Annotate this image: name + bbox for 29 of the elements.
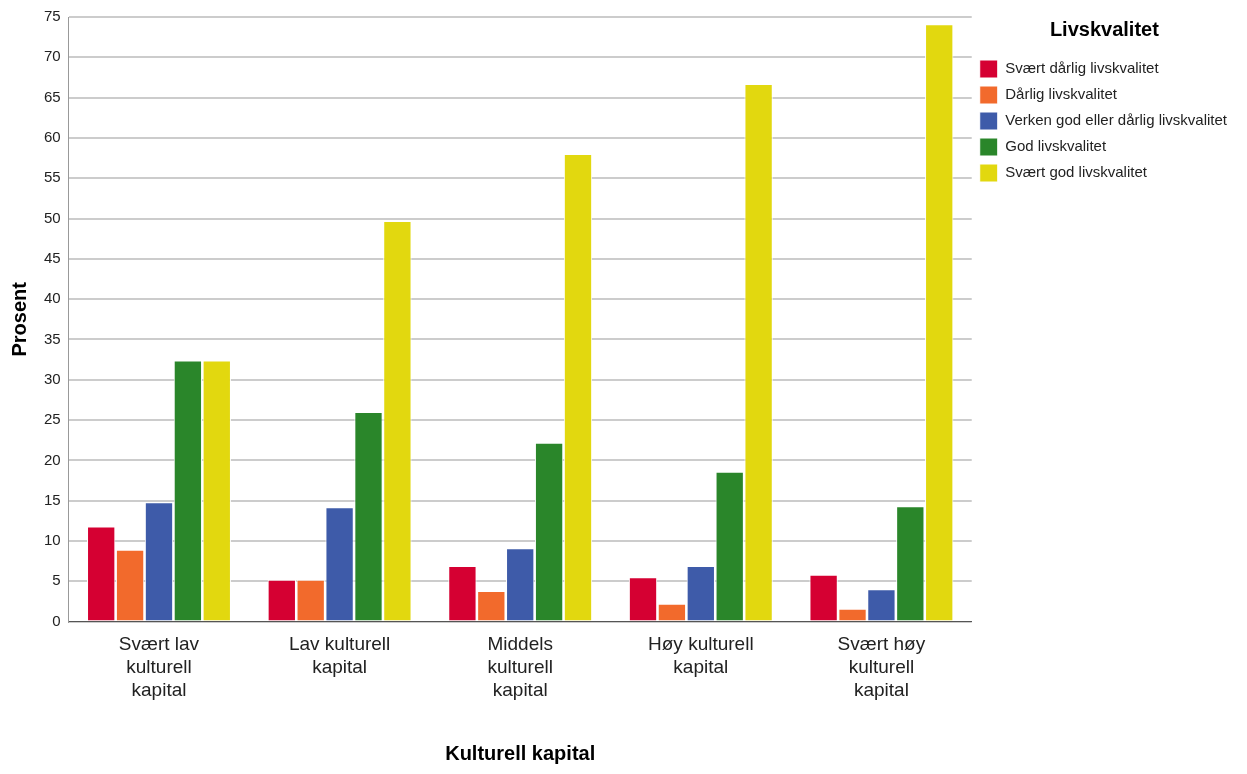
x-tick-label: Svært lav kulturell kapital: [118, 633, 200, 700]
y-axis-title: Prosent: [7, 281, 30, 357]
y-tick-label: 50: [44, 208, 61, 226]
legend-label: Svært god livskvalitet: [1005, 163, 1148, 181]
y-tick-label: 25: [44, 410, 61, 428]
legend-label: Svært dårlig livskvalitet: [1005, 59, 1160, 77]
x-axis-title: Kulturell kapital: [445, 741, 596, 764]
x-tick-label: Middels kulturell kapital: [487, 633, 553, 700]
y-tick-label: 70: [44, 47, 61, 65]
y-tick-label: 55: [44, 168, 61, 186]
y-tick-label: 75: [44, 7, 61, 25]
x-tick-label: Svært høy kulturell kapital: [837, 633, 926, 700]
x-tick-label: Høy kulturell kapital: [648, 633, 754, 678]
y-tick-label: 20: [44, 450, 61, 468]
y-tick-label: 40: [44, 289, 61, 307]
legend-title: Livskvalitet: [1049, 17, 1160, 40]
y-tick-label: 15: [44, 490, 61, 508]
y-tick-label: 65: [44, 87, 61, 105]
y-tick-label: 60: [44, 128, 61, 146]
y-tick-label: 45: [44, 248, 61, 266]
legend-label: God livskvalitet: [1005, 137, 1107, 155]
y-tick-label: 0: [52, 611, 61, 629]
y-tick-label: 10: [44, 531, 61, 549]
legend-label: Dårlig livskvalitet: [1005, 85, 1118, 103]
y-tick-label: 30: [44, 369, 61, 387]
y-tick-label: 35: [44, 329, 61, 347]
y-tick-label: 5: [52, 571, 61, 589]
legend-label: Verken god eller dårlig livskvalitet: [1005, 111, 1228, 129]
x-tick-label: Lav kulturell kapital: [288, 633, 391, 678]
